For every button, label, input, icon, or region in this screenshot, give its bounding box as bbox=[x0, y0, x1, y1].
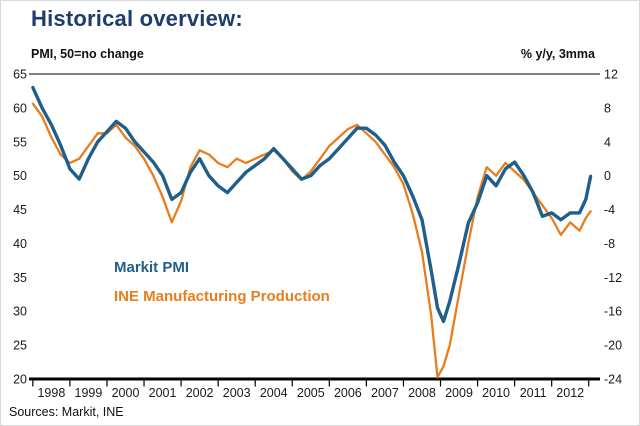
x-axis-year-label: 2005 bbox=[297, 386, 325, 400]
x-axis-year-label: 2003 bbox=[223, 386, 251, 400]
x-axis-year-label: 2006 bbox=[334, 386, 362, 400]
x-axis-year-label: 2001 bbox=[149, 386, 177, 400]
page-title: Historical overview: bbox=[31, 6, 243, 31]
left-axis-tick-label: 40 bbox=[13, 237, 27, 251]
x-axis-year-label: 2002 bbox=[186, 386, 214, 400]
right-axis-tick-label: -8 bbox=[604, 237, 615, 251]
left-axis-tick-label: 65 bbox=[13, 68, 27, 82]
left-axis-title: PMI, 50=no change bbox=[31, 47, 144, 61]
x-axis-year-label: 2000 bbox=[112, 386, 140, 400]
series-line-ine-production bbox=[31, 102, 592, 379]
right-axis-tick-label: -16 bbox=[604, 305, 622, 319]
right-axis-tick-label: 8 bbox=[604, 101, 611, 115]
x-axis-year-label: 2007 bbox=[371, 386, 399, 400]
line-chart: 6560555045403530252012840-4-8-12-16-20-2… bbox=[13, 68, 622, 401]
x-axis-year-label: 1999 bbox=[75, 386, 103, 400]
x-axis-year-label: 2008 bbox=[408, 386, 436, 400]
right-axis-tick-label: 12 bbox=[604, 68, 618, 82]
legend-markit-pmi: Markit PMI bbox=[114, 259, 190, 276]
left-axis-tick-label: 50 bbox=[13, 169, 27, 183]
left-axis-tick-label: 35 bbox=[13, 271, 27, 285]
right-axis-tick-label: 0 bbox=[604, 169, 611, 183]
legend-ine-production: INE Manufacturing Production bbox=[114, 288, 330, 305]
right-axis-tick-label: -20 bbox=[604, 339, 622, 353]
left-axis-tick-label: 55 bbox=[13, 135, 27, 149]
right-axis-tick-label: -4 bbox=[604, 203, 615, 217]
left-axis-tick-label: 30 bbox=[13, 305, 27, 319]
x-axis-year-label: 2011 bbox=[520, 386, 547, 400]
x-axis-year-label: 2009 bbox=[445, 386, 473, 400]
right-axis-tick-label: -24 bbox=[604, 373, 622, 387]
right-axis-tick-label: 4 bbox=[604, 135, 611, 149]
sources-note: Sources: Markit, INE bbox=[9, 405, 124, 419]
x-axis-year-label: 2010 bbox=[482, 386, 510, 400]
x-axis-year-label: 2012 bbox=[556, 386, 584, 400]
left-axis-tick-label: 60 bbox=[13, 101, 27, 115]
x-axis-year-label: 1998 bbox=[37, 386, 65, 400]
right-axis-title: % y/y, 3mma bbox=[520, 47, 595, 61]
left-axis-tick-label: 45 bbox=[13, 203, 27, 217]
left-axis-tick-label: 20 bbox=[13, 373, 27, 387]
x-axis-year-label: 2004 bbox=[260, 386, 288, 400]
series-line-markit-pmi bbox=[31, 85, 593, 324]
right-axis-tick-label: -12 bbox=[604, 271, 622, 285]
left-axis-tick-label: 25 bbox=[13, 339, 27, 353]
